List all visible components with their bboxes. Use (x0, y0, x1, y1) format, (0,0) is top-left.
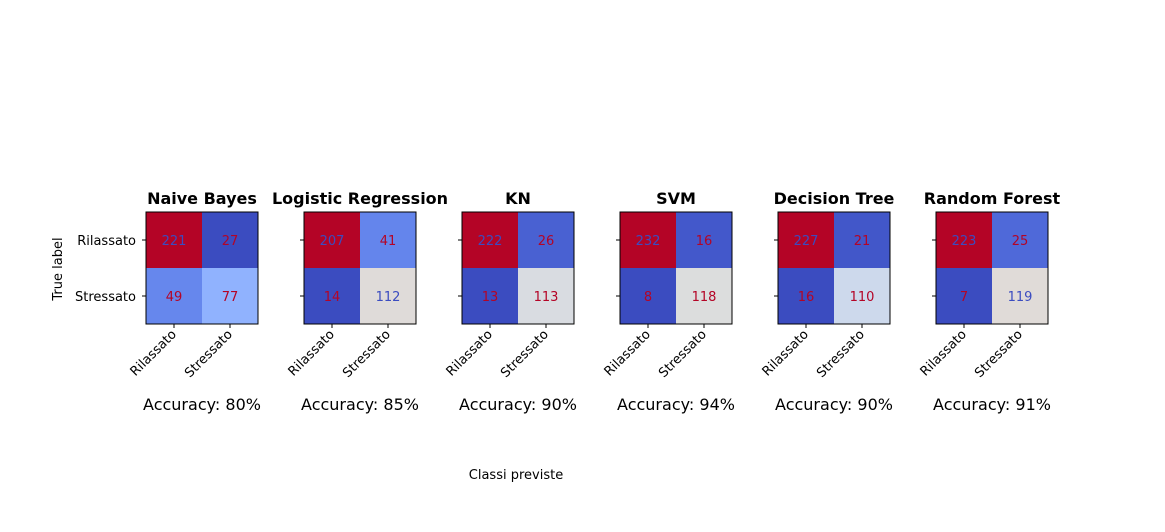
cell-value-label: 8 (644, 290, 652, 305)
matrix-frame (619, 211, 733, 325)
matrix-cell (936, 212, 992, 268)
matrix-cell (778, 268, 834, 324)
matrix-cell (146, 212, 202, 268)
matrix-frame (461, 211, 575, 325)
cell-value-label: 49 (166, 290, 183, 305)
cell-value-label: 119 (1008, 290, 1033, 305)
cell-value-label: 77 (222, 290, 239, 305)
matrix-cell (518, 212, 574, 268)
cell-value-label: 232 (636, 234, 661, 249)
matrix-cell (304, 268, 360, 324)
matrix-frame (935, 211, 1049, 325)
matrix-cell (834, 212, 890, 268)
matrix-cell (676, 268, 732, 324)
cell-value-label: 207 (320, 234, 345, 249)
panel-title: Naive Bayes (147, 189, 257, 208)
y-tick-label: Stressato (75, 290, 136, 305)
matrix-cell (676, 212, 732, 268)
cell-value-label: 221 (162, 234, 187, 249)
matrix-cell (462, 268, 518, 324)
cell-value-label: 227 (794, 234, 819, 249)
accuracy-label: Accuracy: 90% (775, 395, 893, 414)
panel-title: KN (505, 189, 531, 208)
matrix-cell (936, 268, 992, 324)
matrix-cell (518, 268, 574, 324)
cell-value-label: 26 (538, 234, 555, 249)
cell-value-label: 112 (376, 290, 401, 305)
cell-value-label: 13 (482, 290, 499, 305)
cell-value-label: 41 (380, 234, 397, 249)
panel-title: SVM (656, 189, 696, 208)
accuracy-label: Accuracy: 80% (143, 395, 261, 414)
matrix-cell (360, 268, 416, 324)
panel-title: Random Forest (924, 189, 1061, 208)
accuracy-label: Accuracy: 94% (617, 395, 735, 414)
cell-value-label: 16 (696, 234, 713, 249)
matrix-cell (146, 268, 202, 324)
matrix-cell (834, 268, 890, 324)
matrix-cell (304, 212, 360, 268)
matrix-cell (202, 212, 258, 268)
y-axis-label: True label (51, 237, 66, 301)
matrix-cell (778, 212, 834, 268)
cell-value-label: 113 (534, 290, 559, 305)
matrix-cell (620, 268, 676, 324)
panel-title: Decision Tree (774, 189, 895, 208)
cell-value-label: 25 (1012, 234, 1029, 249)
matrix-frame (777, 211, 891, 325)
matrix-frame (303, 211, 417, 325)
cell-value-label: 14 (324, 290, 341, 305)
matrix-frame (145, 211, 259, 325)
accuracy-label: Accuracy: 85% (301, 395, 419, 414)
cell-value-label: 27 (222, 234, 239, 249)
accuracy-label: Accuracy: 90% (459, 395, 577, 414)
matrix-cell (992, 212, 1048, 268)
matrix-cell (360, 212, 416, 268)
x-axis-label: Classi previste (469, 468, 563, 483)
y-tick-label: Rilassato (77, 234, 136, 249)
matrix-cell (992, 268, 1048, 324)
cell-value-label: 21 (854, 234, 871, 249)
cell-value-label: 110 (850, 290, 875, 305)
cell-value-label: 118 (692, 290, 717, 305)
cell-value-label: 16 (798, 290, 815, 305)
matrix-cell (462, 212, 518, 268)
accuracy-label: Accuracy: 91% (933, 395, 1051, 414)
cell-value-label: 223 (952, 234, 977, 249)
matrix-cell (620, 212, 676, 268)
cell-value-label: 7 (960, 290, 968, 305)
cell-value-label: 222 (478, 234, 503, 249)
matrix-cell (202, 268, 258, 324)
panel-title: Logistic Regression (272, 189, 448, 208)
